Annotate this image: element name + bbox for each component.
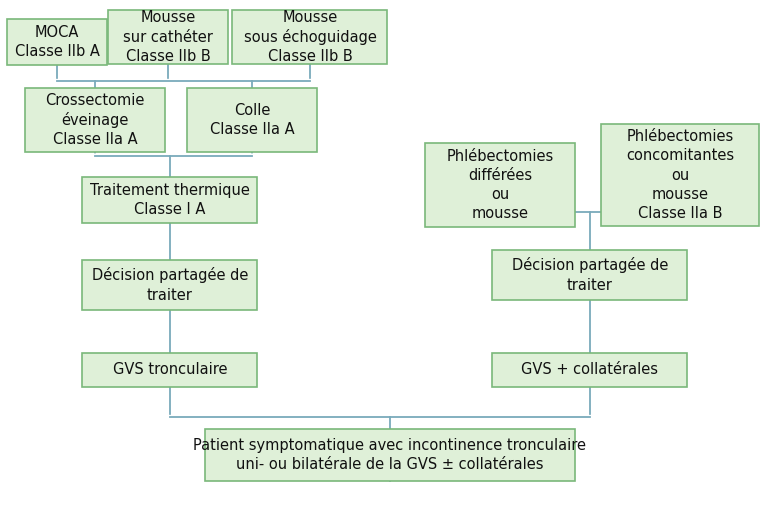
Text: MOCA
Classe IIb A: MOCA Classe IIb A (15, 25, 100, 59)
FancyBboxPatch shape (601, 124, 759, 226)
FancyBboxPatch shape (492, 250, 688, 300)
FancyBboxPatch shape (7, 19, 107, 65)
Text: Crossectomie
éveinage
Classe IIa A: Crossectomie éveinage Classe IIa A (45, 93, 145, 147)
Text: Patient symptomatique avec incontinence tronculaire
uni- ou bilatérale de la GVS: Patient symptomatique avec incontinence … (193, 438, 587, 472)
FancyBboxPatch shape (83, 353, 258, 387)
FancyBboxPatch shape (232, 10, 387, 64)
FancyBboxPatch shape (187, 88, 317, 152)
Text: Colle
Classe IIa A: Colle Classe IIa A (210, 103, 294, 137)
FancyBboxPatch shape (492, 353, 688, 387)
FancyBboxPatch shape (425, 143, 575, 227)
Text: Mousse
sur cathéter
Classe IIb B: Mousse sur cathéter Classe IIb B (123, 10, 213, 63)
FancyBboxPatch shape (205, 429, 575, 481)
FancyBboxPatch shape (83, 177, 258, 223)
Text: Traitement thermique
Classe I A: Traitement thermique Classe I A (90, 183, 250, 217)
FancyBboxPatch shape (25, 88, 165, 152)
Text: GVS + collatérales: GVS + collatérales (521, 362, 658, 377)
Text: Phlébectomies
différées
ou
mousse: Phlébectomies différées ou mousse (446, 148, 554, 221)
Text: Phlébectomies
concomitantes
ou
mousse
Classe IIa B: Phlébectomies concomitantes ou mousse Cl… (626, 129, 734, 221)
Text: GVS tronculaire: GVS tronculaire (113, 362, 227, 377)
FancyBboxPatch shape (83, 260, 258, 310)
Text: Décision partagée de
traiter: Décision partagée de traiter (512, 258, 668, 292)
Text: Mousse
sous échoguidage
Classe IIb B: Mousse sous échoguidage Classe IIb B (244, 10, 376, 65)
Text: Décision partagée de
traiter: Décision partagée de traiter (92, 267, 249, 303)
FancyBboxPatch shape (108, 10, 228, 64)
